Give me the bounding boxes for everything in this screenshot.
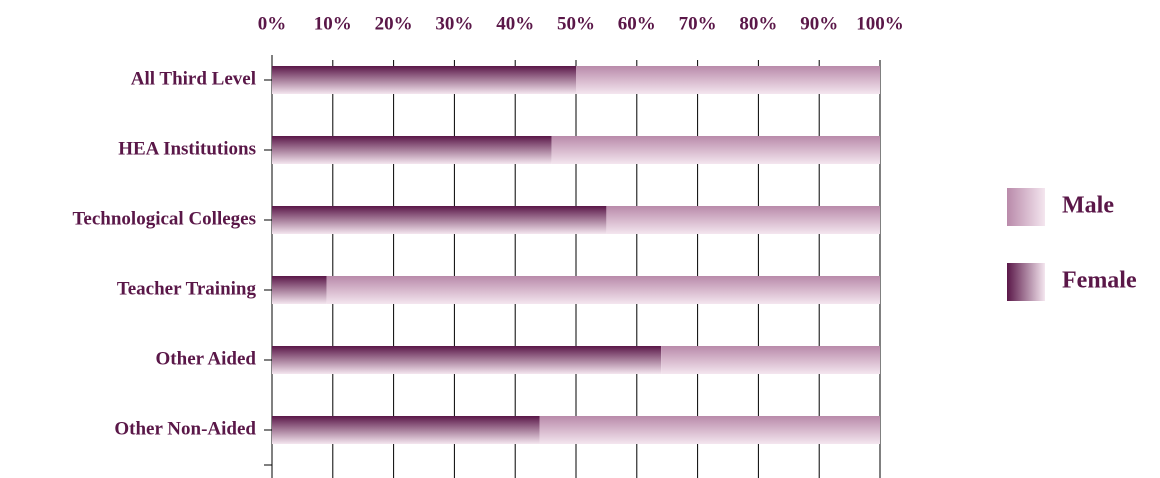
y-tick-label: All Third Level xyxy=(131,68,256,89)
x-tick-label: 90% xyxy=(800,13,838,34)
legend-swatch xyxy=(1007,188,1045,226)
x-tick-label: 50% xyxy=(557,13,595,34)
bar-segment xyxy=(326,276,881,304)
legend-label: Male xyxy=(1062,193,1114,219)
bar-segment xyxy=(272,206,607,234)
x-tick-label: 40% xyxy=(496,13,534,34)
bar-segment xyxy=(661,346,880,374)
y-tick-label: Teacher Training xyxy=(117,278,257,299)
x-tick-label: 20% xyxy=(375,13,413,34)
bar-segment xyxy=(272,276,327,304)
y-tick-label: Other Aided xyxy=(156,348,257,369)
x-tick-label: 30% xyxy=(435,13,473,34)
bar-segment xyxy=(272,346,662,374)
legend-label: Female xyxy=(1062,268,1137,294)
bar-segment xyxy=(606,206,880,234)
y-tick-label: Technological Colleges xyxy=(73,208,257,229)
x-tick-label: 0% xyxy=(258,13,287,34)
y-tick-label: HEA Institutions xyxy=(118,138,256,159)
bar-segment xyxy=(551,136,880,164)
bar-segment xyxy=(272,416,540,444)
bar-segment xyxy=(539,416,880,444)
x-tick-label: 100% xyxy=(856,13,904,34)
bar-segment xyxy=(272,136,552,164)
x-tick-label: 60% xyxy=(618,13,656,34)
bar-segment xyxy=(272,66,576,94)
x-tick-label: 70% xyxy=(679,13,717,34)
bar-segment xyxy=(576,66,880,94)
x-tick-label: 10% xyxy=(314,13,352,34)
legend-swatch xyxy=(1007,263,1045,301)
x-tick-label: 80% xyxy=(739,13,777,34)
y-tick-label: Other Non-Aided xyxy=(114,418,256,439)
